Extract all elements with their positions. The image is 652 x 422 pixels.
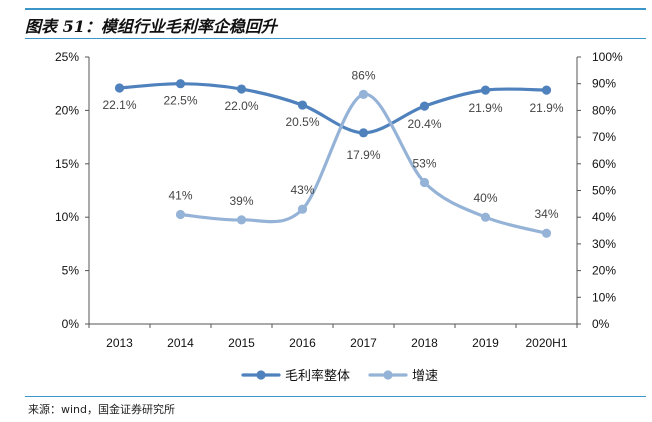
left-tick-label: 15%	[55, 157, 79, 171]
right-tick-label: 90%	[592, 77, 616, 91]
chart-series: 22.1% 22.5% 22.0% 20.5% 17.9% 20.4% 21.9% 21.9%…	[102, 68, 564, 238]
x-tick-label: 2019	[472, 336, 499, 350]
growth-point	[175, 209, 186, 220]
gross-margin-point	[236, 84, 247, 94]
left-tick-label: 10%	[55, 210, 79, 224]
growth-data-label: 34%	[534, 207, 558, 221]
growth-data-label: 39%	[229, 194, 253, 208]
gross-margin-data-label: 20.4%	[407, 117, 441, 131]
x-tick-label: 2018	[411, 336, 438, 350]
legend-marker	[383, 370, 393, 380]
right-tick-label: 40%	[592, 210, 616, 224]
left-tick-label: 20%	[55, 103, 79, 117]
gross-margin-point	[419, 101, 430, 111]
legend-label: 毛利率整体	[285, 368, 350, 383]
left-tick-label: 0%	[62, 317, 80, 331]
right-tick-label: 100%	[592, 50, 623, 64]
growth-point	[358, 89, 369, 99]
gross-margin-data-label: 21.9%	[468, 101, 502, 115]
chart-axes: 0% 5% 10% 15% 20% 25% 0% 10% 20% 30% 40% 50% 60% 70% 8…	[55, 50, 623, 350]
x-tick-label: 2015	[228, 336, 255, 350]
chart-legend: 毛利率整体 增速	[241, 368, 438, 383]
legend-label: 增速	[412, 368, 438, 383]
gross-margin-data-label: 21.9%	[529, 101, 563, 115]
growth-data-label: 40%	[473, 191, 497, 205]
growth-data-label: 86%	[351, 68, 375, 82]
growth-point	[419, 177, 430, 188]
source-note: 来源：wind，国金证券研究所	[28, 403, 176, 416]
bottom-rule	[25, 396, 646, 397]
gross-margin-point	[480, 85, 491, 95]
growth-data-label: 41%	[168, 189, 192, 203]
x-tick-label: 2020H1	[525, 336, 567, 350]
figure-title: 图表 51：模组行业毛利率企稳回升	[25, 17, 277, 36]
gross-margin-data-label: 22.0%	[224, 99, 258, 113]
growth-data-label: 53%	[412, 156, 436, 170]
legend-item-growth: 增速	[368, 368, 438, 383]
right-tick-label: 20%	[592, 264, 616, 278]
gross-margin-point	[358, 128, 369, 138]
gross-margin-point	[297, 100, 308, 110]
gross-margin-line	[117, 82, 549, 135]
right-tick-label: 50%	[592, 184, 616, 198]
gross-margin-point	[541, 85, 552, 95]
right-tick-label: 0%	[592, 317, 610, 331]
growth-point	[480, 212, 491, 222]
x-tick-label: 2017	[350, 336, 377, 350]
legend-marker	[256, 370, 266, 380]
x-tick-label: 2016	[289, 336, 316, 350]
title-row: 图表 51：模组行业毛利率企稳回升	[25, 13, 277, 37]
right-tick-label: 10%	[592, 290, 616, 304]
title-rule	[25, 38, 646, 39]
gross-margin-data-label: 20.5%	[285, 115, 319, 129]
right-tick-label: 60%	[592, 157, 616, 171]
top-rule	[25, 8, 646, 10]
x-tick-label: 2014	[167, 336, 194, 350]
legend-item-gross-margin: 毛利率整体	[241, 368, 350, 383]
x-tick-label: 2013	[106, 336, 133, 350]
growth-point	[541, 228, 552, 238]
growth-point	[236, 215, 247, 225]
gross-margin-data-label: 22.1%	[102, 98, 136, 112]
right-tick-label: 80%	[592, 103, 616, 117]
line-chart: 0% 5% 10% 15% 20% 25% 0% 10% 20% 30% 40% 50% 60% 70% 8…	[55, 50, 623, 383]
gross-margin-point	[114, 83, 125, 93]
gross-margin-data-label: 17.9%	[346, 148, 380, 162]
gross-margin-data-label: 22.5%	[163, 94, 197, 108]
growth-point	[297, 204, 308, 214]
gross-margin-point	[175, 79, 186, 89]
left-tick-label: 25%	[55, 50, 79, 64]
right-tick-label: 70%	[592, 130, 616, 144]
growth-data-label: 43%	[290, 183, 314, 197]
right-tick-label: 30%	[592, 237, 616, 251]
left-tick-label: 5%	[62, 264, 80, 278]
